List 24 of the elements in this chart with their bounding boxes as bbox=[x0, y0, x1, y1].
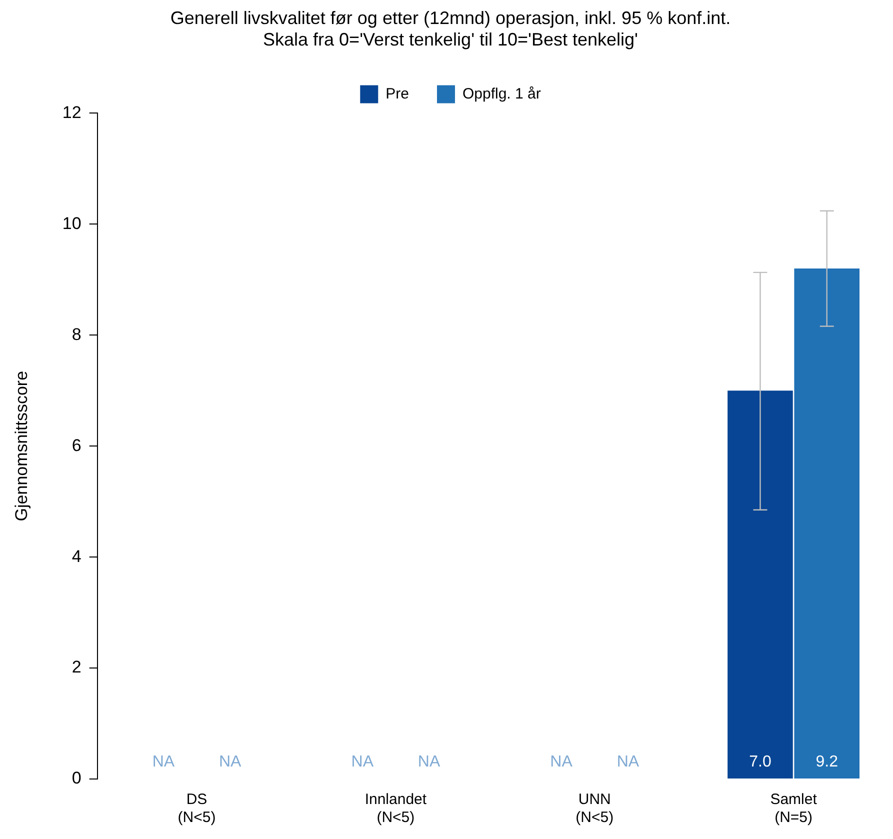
text: NA bbox=[616, 753, 640, 770]
text: NA bbox=[418, 753, 440, 770]
y-tick-label: 6 bbox=[72, 436, 82, 455]
data-label: 7.0 bbox=[749, 753, 772, 770]
y-tick-label: 8 bbox=[72, 324, 82, 344]
data-label: 9.2 bbox=[816, 753, 838, 770]
chart-title: Generell livskvalitet før og etter (12mnd) operasjon, inkl. 95 % konf.int. bbox=[170, 8, 731, 28]
y-tick-label: 10 bbox=[62, 214, 82, 233]
y-axis-title: Gjennomsnittsscore bbox=[12, 370, 31, 522]
y-tick-label: 0 bbox=[72, 768, 82, 788]
y-tick-label: 12 bbox=[62, 102, 82, 122]
x-tick-label: Samlet (N=5) bbox=[770, 791, 818, 826]
legend-label: Oppflg. 1 år bbox=[462, 85, 541, 102]
legend-label: Pre bbox=[386, 85, 409, 102]
y-tick-label: 4 bbox=[72, 546, 82, 566]
x-tick-label: UNN (N<5) bbox=[576, 791, 614, 826]
chart-subtitle: Skala fra 0='Verst tenkelig' til 10='Best tenkelig' bbox=[263, 29, 638, 50]
y-tick-label: 2 bbox=[72, 658, 82, 677]
text: NA bbox=[550, 753, 572, 770]
text: NA bbox=[152, 753, 175, 770]
text: NA bbox=[218, 753, 242, 770]
x-tick-label: Innlandet (N<5) bbox=[364, 791, 428, 826]
x-tick-label: DS (N<5) bbox=[178, 791, 216, 826]
text: NA bbox=[351, 753, 374, 770]
